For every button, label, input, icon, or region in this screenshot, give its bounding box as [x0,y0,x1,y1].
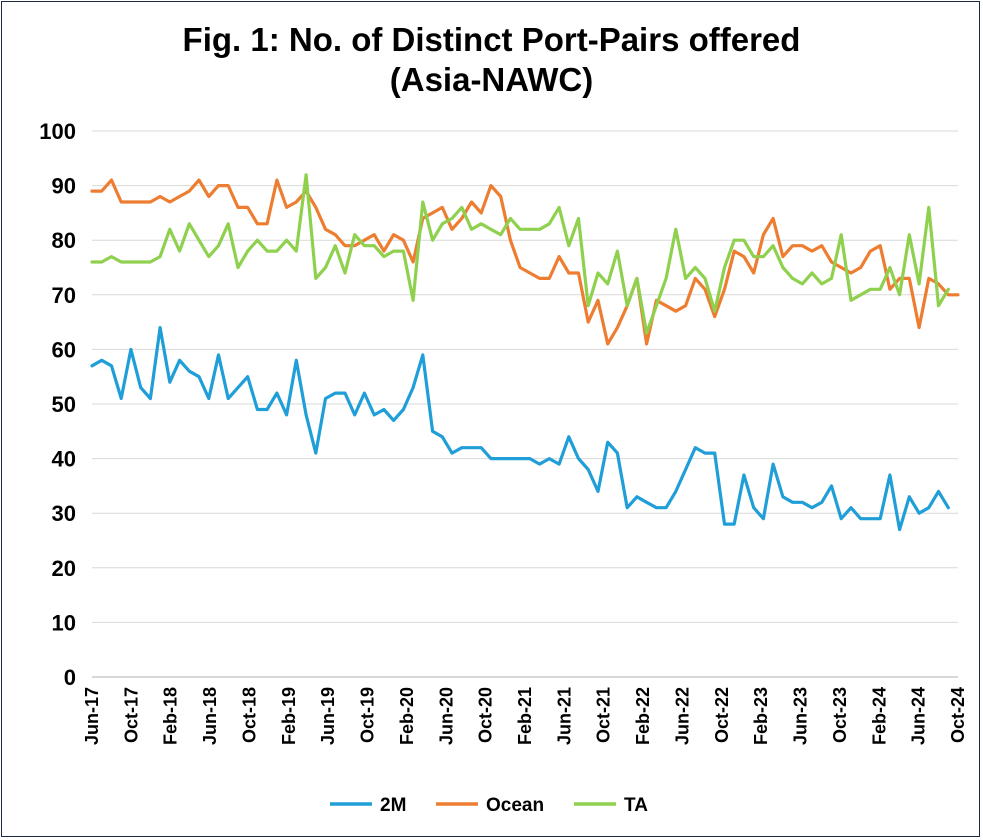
x-tick-label: Oct-17 [121,687,141,743]
y-tick-label: 100 [39,119,76,144]
x-tick-label: Feb-23 [751,687,771,745]
x-tick-label: Jun-21 [554,687,574,745]
legend-label-ocean: Ocean [486,795,544,816]
x-tick-label: Oct-20 [476,687,496,743]
x-tick-label: Jun-18 [200,687,220,745]
y-tick-label: 60 [52,337,76,362]
x-tick-label: Jun-17 [82,687,102,745]
series-line-ocean [90,178,960,346]
legend-label-ta: TA [624,795,648,816]
series-line-2m [90,326,950,532]
x-tick-label: Jun-20 [436,687,456,745]
x-tick-label: Feb-21 [515,687,535,745]
x-tick-label: Feb-18 [161,687,181,745]
x-tick-label: Jun-23 [791,687,811,745]
chart-title-line-2: (Asia-NAWC) [389,61,594,98]
y-tick-label: 50 [52,392,76,417]
x-tick-label: Feb-24 [869,687,889,745]
x-tick-label: Jun-24 [909,687,929,745]
y-tick-label: 30 [52,501,76,526]
x-tick-label: Feb-19 [279,687,299,745]
x-axis: Jun-17 Oct-17 Feb-18 Jun-18 Oct-18 Feb-19 Jun-… [82,687,968,745]
legend-label-2m: 2M [380,795,406,816]
x-tick-label: Jun-22 [672,687,692,745]
x-tick-label: Jun-19 [318,687,338,745]
x-tick-label: Oct-18 [239,687,259,743]
x-tick-label: Oct-23 [830,687,850,743]
chart-title-line-1: Fig. 1: No. of Distinct Port-Pairs offer… [182,21,801,58]
y-tick-label: 10 [52,610,76,635]
y-tick-label: 70 [52,283,76,308]
x-tick-label: Feb-22 [633,687,653,745]
y-tick-label: 80 [52,228,76,253]
series-line-ta [90,173,950,335]
x-tick-label: Oct-24 [948,687,968,743]
series-lines [90,173,960,532]
y-tick-label: 40 [52,447,76,472]
y-tick-label: 0 [64,665,76,690]
y-tick-label: 20 [52,556,76,581]
y-axis: 0 10 20 30 40 50 60 70 80 90 100 [39,119,76,690]
x-tick-label: Oct-19 [358,687,378,743]
gridlines [92,130,958,678]
chart-title: Fig. 1: No. of Distinct Port-Pairs offer… [0,20,983,100]
x-tick-label: Feb-20 [397,687,417,745]
x-tick-label: Oct-22 [712,687,732,743]
legend: 2M Ocean TA [330,795,648,816]
x-tick-label: Oct-21 [594,687,614,743]
y-tick-label: 90 [52,174,76,199]
